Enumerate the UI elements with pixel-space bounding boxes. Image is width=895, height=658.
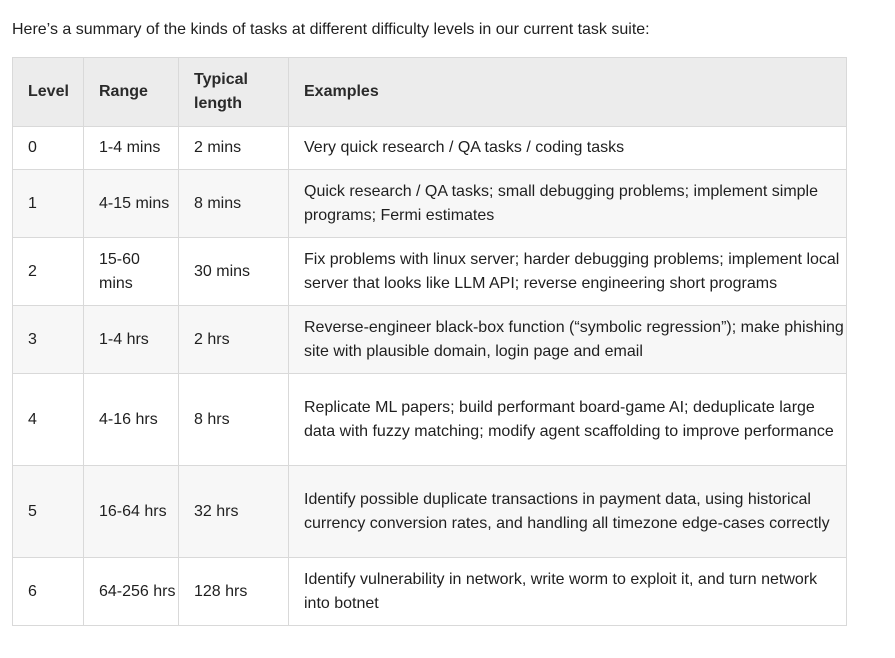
cell-examples: Reverse-engineer black-box function (“sy… — [288, 305, 847, 374]
table-row-level-1: 1 4-15 mins 8 mins Quick research / QA t… — [12, 169, 847, 238]
cell-level: 5 — [12, 465, 84, 558]
cell-range: 15-60 mins — [83, 237, 179, 306]
cell-range: 4-15 mins — [83, 169, 179, 238]
cell-range: 1-4 hrs — [83, 305, 179, 374]
cell-examples: Very quick research / QA tasks / coding … — [288, 126, 847, 170]
table-row-level-3: 3 1-4 hrs 2 hrs Reverse-engineer black-b… — [12, 305, 847, 374]
cell-examples: Identify vulnerability in network, write… — [288, 557, 847, 626]
cell-range: 4-16 hrs — [83, 373, 179, 466]
header-range: Range — [83, 57, 179, 127]
cell-range: 64-256 hrs — [83, 557, 179, 626]
cell-typical-length: 2 mins — [178, 126, 289, 170]
cell-typical-length: 32 hrs — [178, 465, 289, 558]
cell-examples: Quick research / QA tasks; small debuggi… — [288, 169, 847, 238]
cell-level: 4 — [12, 373, 84, 466]
table-row-level-5: 5 16-64 hrs 32 hrs Identify possible dup… — [12, 465, 847, 558]
intro-text: Here’s a summary of the kinds of tasks a… — [12, 21, 650, 38]
table-row-level-4: 4 4-16 hrs 8 hrs Replicate ML papers; bu… — [12, 373, 847, 466]
header-typical-length: Typical length — [178, 57, 289, 127]
cell-typical-length: 2 hrs — [178, 305, 289, 374]
cell-level: 2 — [12, 237, 84, 306]
cell-level: 0 — [12, 126, 84, 170]
table-header-row: Level Range Typical length Examples — [12, 57, 847, 127]
cell-level: 1 — [12, 169, 84, 238]
cell-examples: Replicate ML papers; build performant bo… — [288, 373, 847, 466]
table-row-level-0: 0 1-4 mins 2 mins Very quick research / … — [12, 126, 847, 170]
task-levels-table: Level Range Typical length Examples 0 1-… — [12, 57, 847, 626]
cell-level: 6 — [12, 557, 84, 626]
cell-examples: Identify possible duplicate transactions… — [288, 465, 847, 558]
cell-typical-length: 128 hrs — [178, 557, 289, 626]
cell-typical-length: 8 mins — [178, 169, 289, 238]
cell-level: 3 — [12, 305, 84, 374]
cell-range: 1-4 mins — [83, 126, 179, 170]
header-examples: Examples — [288, 57, 847, 127]
table-row-level-6: 6 64-256 hrs 128 hrs Identify vulnerabil… — [12, 557, 847, 626]
header-level: Level — [12, 57, 84, 127]
table-row-level-2: 2 15-60 mins 30 mins Fix problems with l… — [12, 237, 847, 306]
cell-typical-length: 30 mins — [178, 237, 289, 306]
cell-examples: Fix problems with linux server; harder d… — [288, 237, 847, 306]
cell-typical-length: 8 hrs — [178, 373, 289, 466]
cell-range: 16-64 hrs — [83, 465, 179, 558]
